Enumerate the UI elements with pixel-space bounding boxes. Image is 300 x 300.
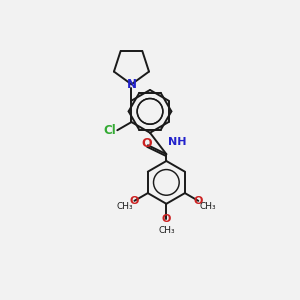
Text: O: O [141, 137, 152, 150]
Text: O: O [194, 196, 203, 206]
Text: NH: NH [168, 137, 187, 147]
Text: O: O [162, 214, 171, 224]
Text: Cl: Cl [103, 124, 116, 137]
Text: N: N [127, 78, 136, 91]
Text: CH₃: CH₃ [158, 226, 175, 235]
Text: O: O [130, 196, 139, 206]
Text: CH₃: CH₃ [116, 202, 133, 211]
Text: CH₃: CH₃ [200, 202, 216, 211]
